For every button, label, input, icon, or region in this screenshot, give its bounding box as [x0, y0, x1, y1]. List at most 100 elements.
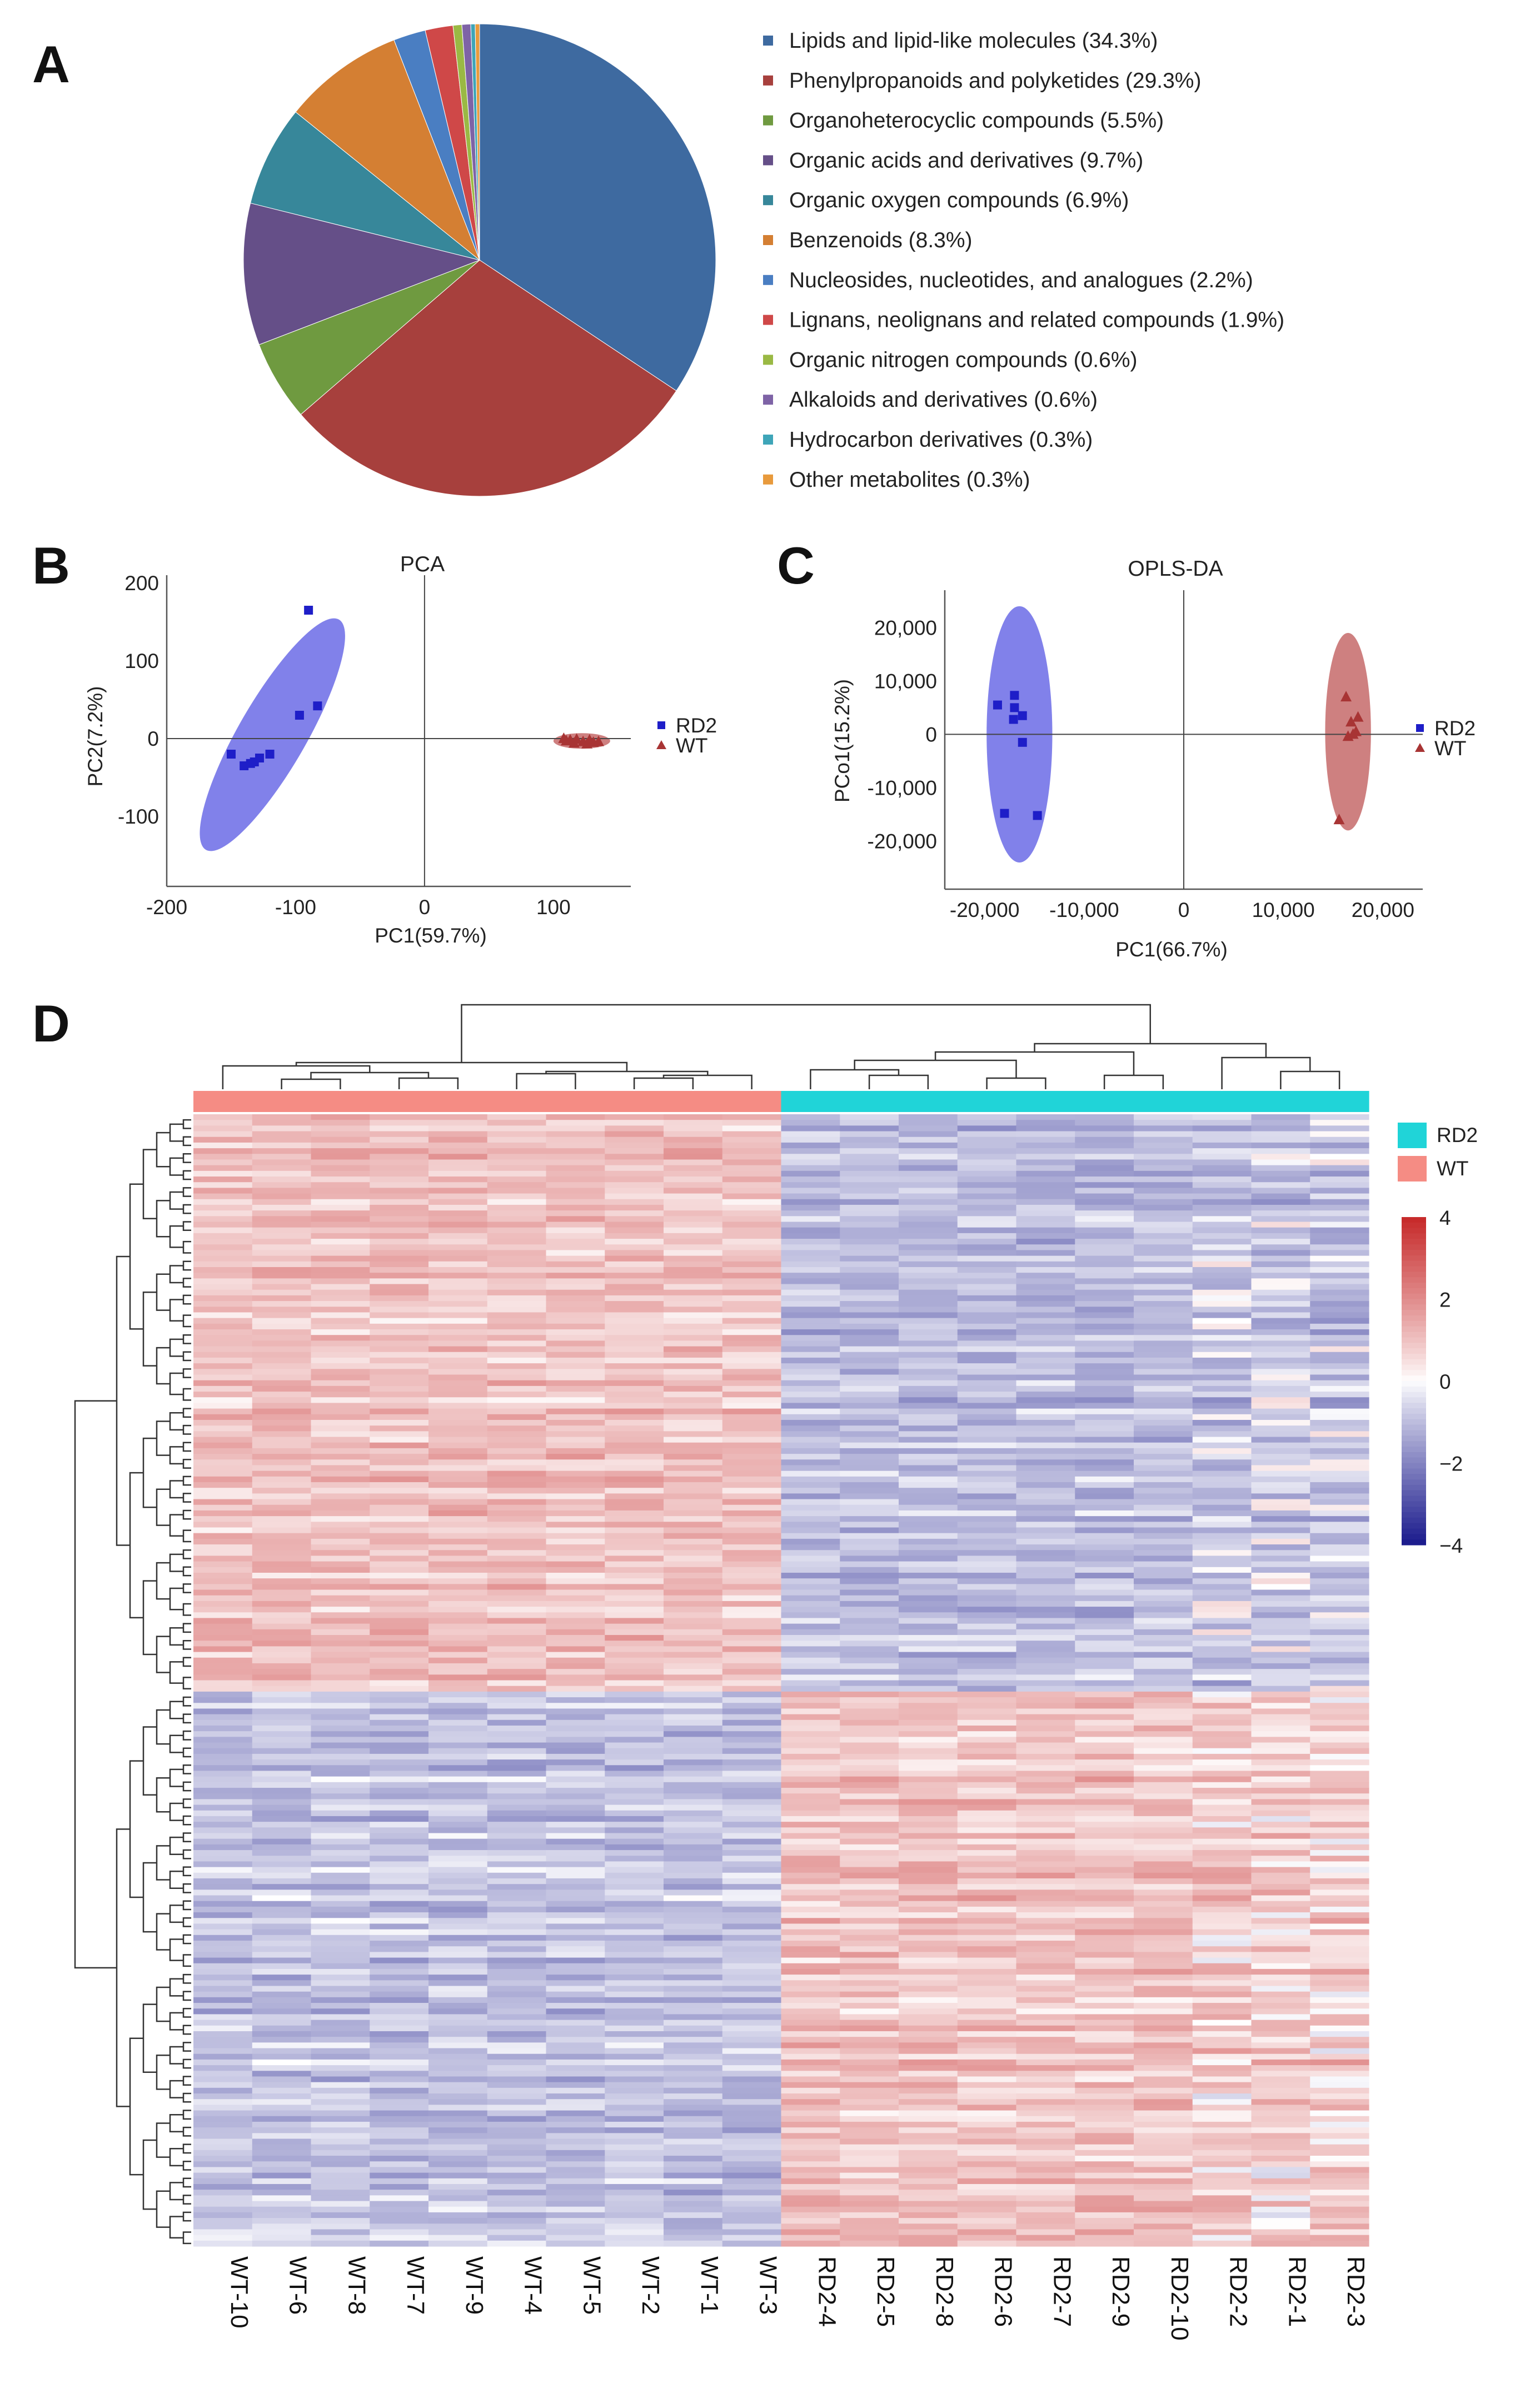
heatmap-cell	[193, 1244, 253, 1251]
heatmap-cell	[428, 1176, 488, 1183]
heatmap-cell	[1251, 1403, 1310, 1409]
heatmap-cell	[722, 1459, 782, 1466]
heatmap-cell	[428, 1346, 488, 1353]
heatmap-cell	[1016, 1142, 1075, 1149]
heatmap-cell	[428, 2082, 488, 2088]
heatmap-cell	[1134, 1193, 1193, 1200]
heatmap-cell	[781, 1680, 840, 1687]
heatmap-cell	[1192, 1488, 1252, 1494]
heatmap-cell	[1192, 1890, 1252, 1896]
heatmap-cell	[311, 1289, 370, 1296]
heatmap-cell	[781, 1301, 840, 1307]
heatmap-cell	[428, 1856, 488, 1862]
heatmap-cell	[781, 1595, 840, 1602]
row-dendrogram-link	[182, 1549, 191, 1559]
colorbar-tick-label: −4	[1439, 1534, 1463, 1557]
heatmap-cell	[1016, 1261, 1075, 1268]
heatmap-cell	[1075, 1975, 1134, 1981]
heatmap-cell	[840, 1708, 899, 1715]
heatmap-cell	[193, 1329, 253, 1335]
heatmap-cell	[840, 1504, 899, 1511]
heatmap-cell	[1192, 1822, 1252, 1828]
heatmap-cell	[1016, 1267, 1075, 1273]
heatmap-cell	[252, 1431, 312, 1438]
heatmap-cell	[840, 1601, 899, 1607]
heatmap-cell	[193, 1850, 253, 1856]
heatmap-cell	[1016, 1538, 1075, 1545]
heatmap-cell	[428, 1703, 488, 1709]
heatmap-cell	[487, 1397, 547, 1404]
heatmap-cell	[1134, 1618, 1193, 1624]
heatmap-cell	[1251, 1856, 1310, 1862]
heatmap-cell	[1134, 1980, 1193, 1987]
heatmap-cell	[546, 1646, 605, 1653]
heatmap-cell	[840, 2037, 899, 2043]
colorbar-segment	[1402, 1283, 1426, 1289]
heatmap-cell	[487, 1612, 547, 1619]
heatmap-cell	[722, 1255, 782, 1262]
heatmap-cell	[781, 1374, 840, 1381]
pca-ytick-label: 100	[124, 650, 159, 672]
heatmap-cell	[1134, 1946, 1193, 1952]
heatmap-cell	[664, 1244, 723, 1251]
heatmap-cell	[1134, 1708, 1193, 1715]
heatmap-cell	[428, 2110, 488, 2117]
annotation-cell-wt	[664, 1091, 723, 1112]
heatmap-cell	[722, 1867, 782, 1873]
heatmap-cell	[487, 1170, 547, 1177]
heatmap-cell	[370, 2053, 429, 2060]
heatmap-cell	[664, 1641, 723, 1647]
heatmap-cell	[252, 1838, 312, 1845]
pie-legend-swatch-8	[763, 315, 773, 325]
heatmap-cell	[722, 1680, 782, 1687]
heatmap-cell	[1192, 1776, 1252, 1783]
heatmap-cell	[311, 2110, 370, 2117]
heatmap-cell	[193, 2105, 253, 2111]
heatmap-cell	[1251, 1641, 1310, 1647]
column-label: WT-6	[285, 2256, 312, 2315]
heatmap-cell	[605, 1742, 664, 1749]
heatmap-cell	[957, 2121, 1017, 2128]
heatmap-cell	[487, 1567, 547, 1573]
heatmap-cell	[664, 1312, 723, 1319]
row-dendrogram-link	[182, 2231, 191, 2245]
heatmap-cell	[1134, 1120, 1193, 1126]
heatmap-cell	[428, 2178, 488, 2185]
heatmap-cell	[1192, 1142, 1252, 1149]
heatmap-cell	[1016, 1691, 1075, 1698]
pie-legend-swatch-11	[763, 435, 773, 445]
heatmap-cell	[840, 1901, 899, 1907]
heatmap-cell	[1310, 1323, 1369, 1330]
heatmap-cell	[428, 1216, 488, 1223]
heatmap-cell	[1310, 1176, 1369, 1183]
heatmap-cell	[605, 1782, 664, 1788]
heatmap-cell	[781, 1906, 840, 1913]
heatmap-cell	[1310, 1454, 1369, 1460]
heatmap-cell	[1310, 1363, 1369, 1369]
heatmap-cell	[193, 1674, 253, 1681]
heatmap-cell	[370, 1890, 429, 1896]
heatmap-cell	[840, 1663, 899, 1669]
heatmap-cell	[899, 1159, 958, 1166]
heatmap-cell	[840, 2116, 899, 2122]
heatmap-cell	[487, 1861, 547, 1868]
pie-legend: Lipids and lipid-like molecules (34.3%)P…	[763, 29, 1284, 492]
heatmap-cell	[487, 1318, 547, 1324]
heatmap-cell	[1310, 1114, 1369, 1120]
heatmap-cell	[428, 2008, 488, 2015]
heatmap-cell	[722, 1742, 782, 1749]
heatmap-cell	[1016, 1618, 1075, 1624]
heatmap-cell	[252, 1686, 312, 1692]
heatmap-cell	[664, 2144, 723, 2151]
heatmap-cell	[370, 2133, 429, 2140]
heatmap-cell	[781, 2053, 840, 2060]
heatmap-cell	[252, 1753, 312, 1760]
heatmap-cell	[193, 2167, 253, 2173]
heatmap-cell	[781, 1589, 840, 1596]
heatmap-cell	[1016, 2093, 1075, 2100]
oplsda-point-rd2	[1000, 809, 1009, 818]
heatmap-cell	[370, 2229, 429, 2236]
heatmap-cell	[664, 1510, 723, 1517]
heatmap-cell	[428, 1182, 488, 1189]
heatmap-cell	[546, 1255, 605, 1262]
